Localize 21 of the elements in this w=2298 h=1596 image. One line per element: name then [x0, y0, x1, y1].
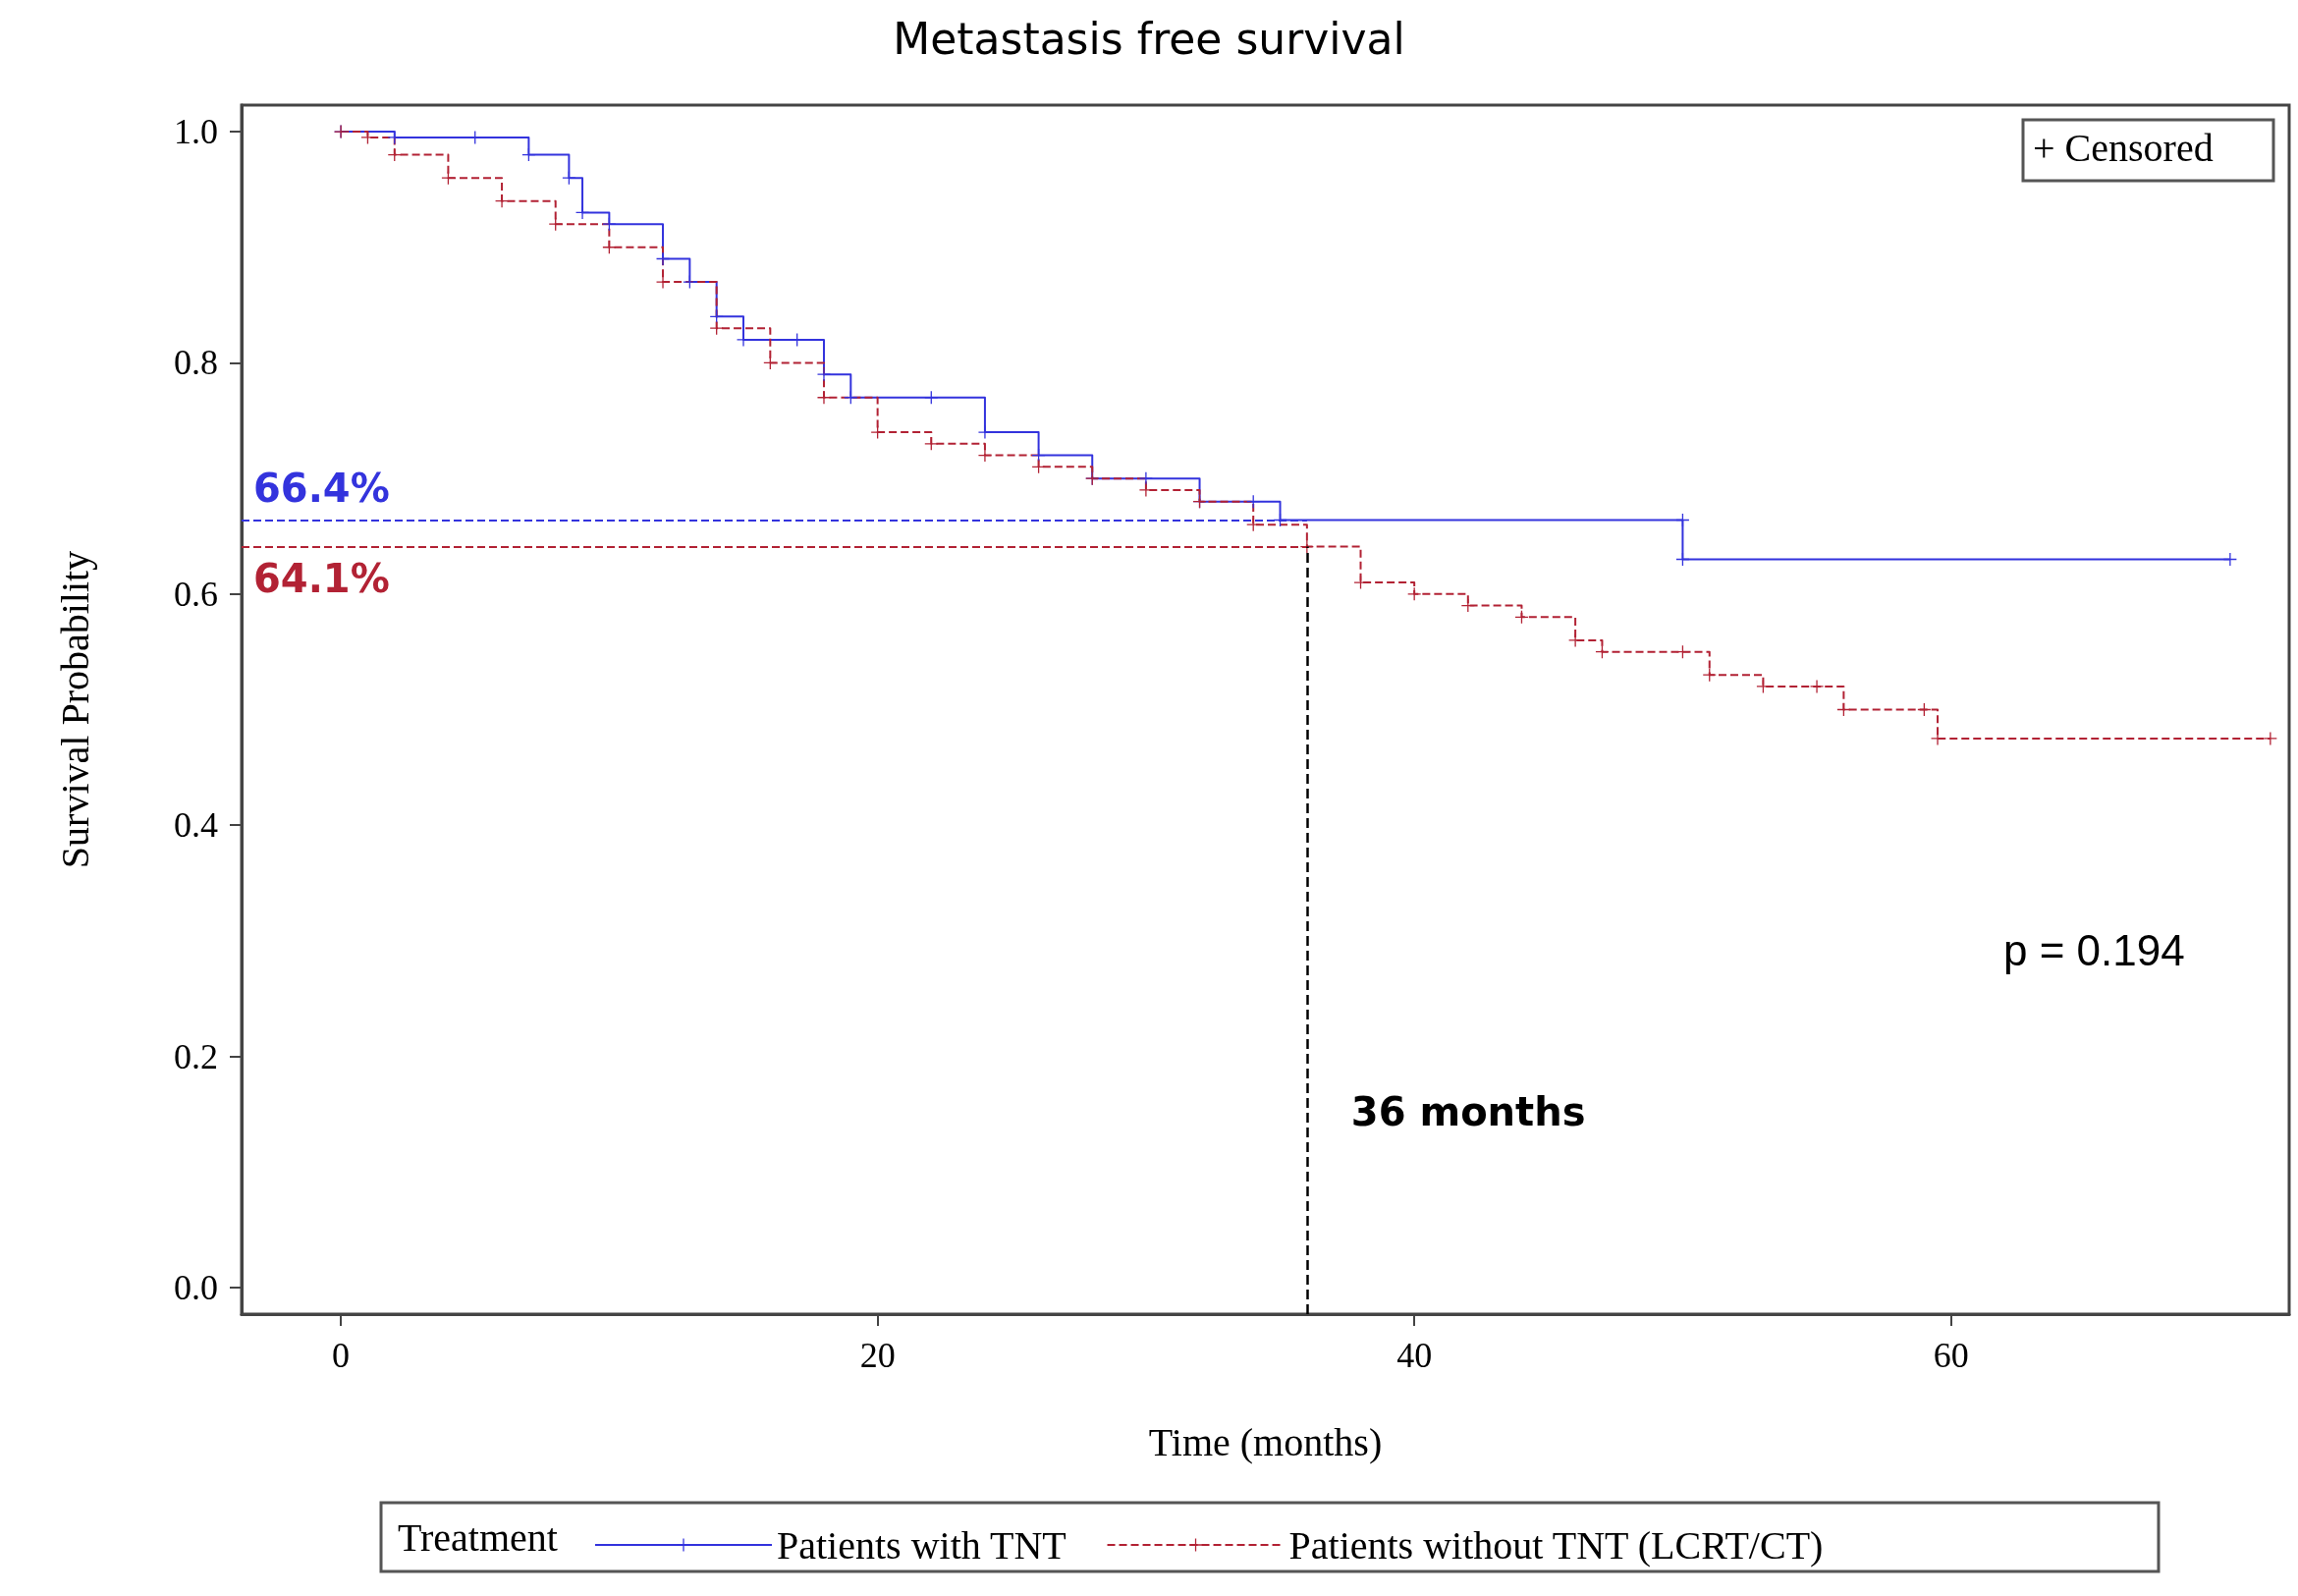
x-tick-label: 60 — [1933, 1336, 1969, 1375]
legend-title: Treatment — [398, 1514, 558, 1560]
annotation: p = 0.194 — [2003, 925, 2185, 974]
x-tick-label: 20 — [859, 1336, 896, 1375]
y-tick-label: 0.2 — [174, 1036, 218, 1076]
x-axis-title: Time (months) — [1148, 1419, 1383, 1464]
x-tick-label: 0 — [332, 1336, 351, 1375]
ref-line-label: 36 months — [1350, 1089, 1586, 1135]
chart-title: Metastasis free survival — [893, 13, 1405, 64]
y-tick-label: 0.6 — [174, 574, 218, 614]
ref-line-label: 64.1% — [253, 555, 390, 601]
y-tick-label: 0.4 — [174, 805, 218, 846]
ref-line-label: 66.4% — [253, 466, 390, 512]
y-axis-title: Survival Probability — [52, 550, 97, 869]
y-tick-label: 0.8 — [174, 343, 218, 383]
legend-label: Patients with TNT — [777, 1522, 1067, 1568]
y-tick-label: 1.0 — [174, 112, 218, 152]
x-tick-label: 40 — [1396, 1336, 1433, 1375]
annotation: + Censored — [2033, 125, 2214, 170]
legend-label: Patients without TNT (LCRT/CT) — [1288, 1522, 1824, 1568]
y-tick-label: 0.0 — [174, 1267, 218, 1307]
